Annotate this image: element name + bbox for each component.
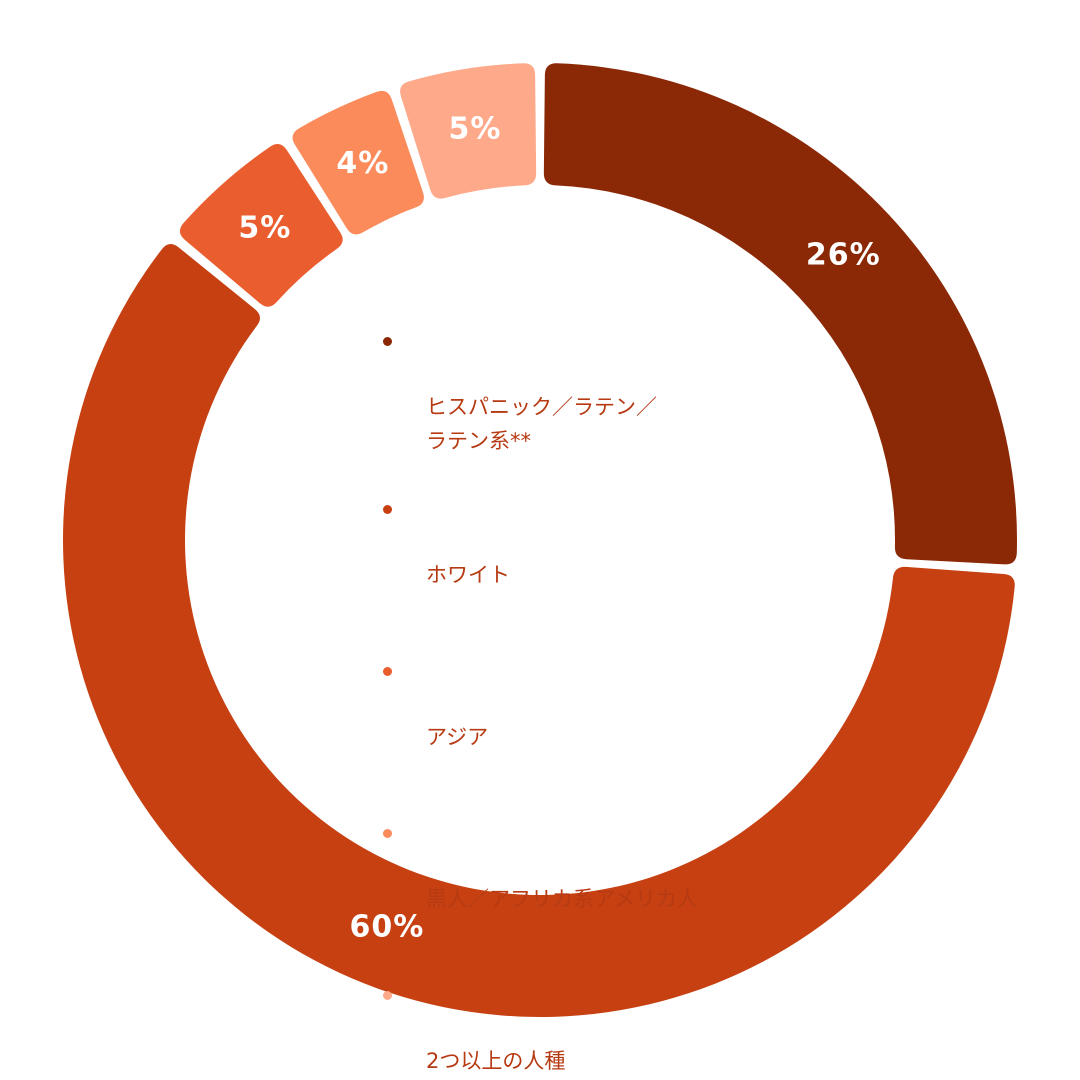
slice-value-label-3: 4% bbox=[336, 146, 389, 181]
legend-dot-icon bbox=[383, 505, 392, 514]
donut-slice-0 bbox=[543, 63, 1018, 565]
legend-dot-icon bbox=[383, 667, 392, 676]
legend-label: 黒人／アフリカ系アメリカ人 bbox=[426, 887, 698, 911]
slice-value-label-2: 5% bbox=[238, 210, 291, 245]
legend-item-black: 黒人／アフリカ系アメリカ人 bbox=[380, 814, 720, 916]
donut-slice-2 bbox=[179, 143, 343, 307]
labels-layer: 26% 60% 5% 4% 5% bbox=[238, 112, 881, 945]
slice-value-label-0: 26% bbox=[806, 238, 881, 273]
legend-label: ホワイト bbox=[426, 563, 510, 587]
legend-label: 2つ以上の人種 bbox=[426, 1049, 566, 1073]
legend-item-white: ホワイト bbox=[380, 490, 720, 592]
legend-dot-icon bbox=[383, 829, 392, 838]
slice-value-label-1: 60% bbox=[349, 909, 424, 944]
legend-label: ヒスパニック／ラテン／ ラテン系** bbox=[426, 395, 657, 453]
legend-item-asian: アジア bbox=[380, 652, 720, 754]
donut-slice-4 bbox=[400, 63, 537, 199]
legend-dot-icon bbox=[383, 337, 392, 346]
legend-item-hispanic: ヒスパニック／ラテン／ ラテン系** bbox=[380, 322, 720, 458]
legend-label: アジア bbox=[426, 725, 489, 749]
slices-layer bbox=[62, 63, 1018, 1017]
legend-dot-icon bbox=[383, 991, 392, 1000]
donut-slice-1 bbox=[62, 244, 1015, 1017]
donut-slice-3 bbox=[292, 90, 424, 235]
legend-item-multiracial: 2つ以上の人種 bbox=[380, 976, 720, 1078]
slice-value-label-4: 5% bbox=[448, 112, 501, 147]
legend: ヒスパニック／ラテン／ ラテン系** ホワイト アジア 黒人／アフリカ系アメリカ… bbox=[380, 322, 720, 1078]
